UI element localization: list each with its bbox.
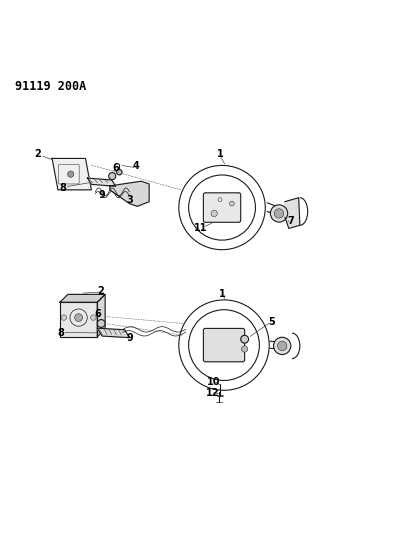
Text: 2: 2 [97, 286, 104, 296]
Text: 2: 2 [34, 149, 41, 159]
Text: 3: 3 [126, 196, 133, 206]
Polygon shape [110, 181, 149, 206]
Circle shape [97, 320, 105, 327]
Circle shape [230, 201, 234, 206]
Ellipse shape [189, 310, 259, 381]
Text: 7: 7 [287, 216, 294, 227]
Circle shape [274, 337, 291, 354]
FancyBboxPatch shape [204, 193, 241, 222]
Ellipse shape [179, 300, 269, 390]
Circle shape [68, 171, 74, 177]
Circle shape [108, 173, 116, 180]
Circle shape [211, 211, 217, 216]
Circle shape [116, 169, 122, 175]
Polygon shape [52, 158, 91, 190]
Ellipse shape [179, 165, 265, 249]
FancyBboxPatch shape [204, 328, 244, 362]
Text: 8: 8 [59, 183, 66, 193]
Polygon shape [60, 302, 97, 337]
Text: 6: 6 [112, 163, 119, 173]
Text: 4: 4 [132, 161, 139, 171]
Polygon shape [97, 328, 130, 337]
Circle shape [274, 209, 284, 218]
Polygon shape [97, 294, 105, 337]
Text: 1: 1 [217, 149, 224, 159]
Text: 11: 11 [194, 223, 207, 233]
Circle shape [61, 315, 67, 320]
Text: 9: 9 [99, 190, 106, 199]
Polygon shape [87, 178, 116, 187]
Circle shape [270, 205, 288, 222]
Circle shape [90, 315, 96, 320]
Circle shape [241, 335, 249, 343]
Circle shape [277, 341, 287, 351]
Circle shape [241, 346, 248, 352]
Polygon shape [285, 198, 300, 228]
Text: 9: 9 [126, 333, 133, 343]
Text: 91119 200A: 91119 200A [15, 80, 86, 93]
Text: 12: 12 [206, 388, 219, 398]
Text: 1: 1 [219, 289, 226, 299]
Text: 10: 10 [208, 377, 221, 387]
Ellipse shape [189, 175, 255, 240]
Text: 8: 8 [57, 328, 64, 338]
Circle shape [75, 313, 83, 321]
Polygon shape [60, 294, 105, 302]
Text: 6: 6 [94, 310, 101, 319]
Text: 5: 5 [268, 317, 275, 327]
